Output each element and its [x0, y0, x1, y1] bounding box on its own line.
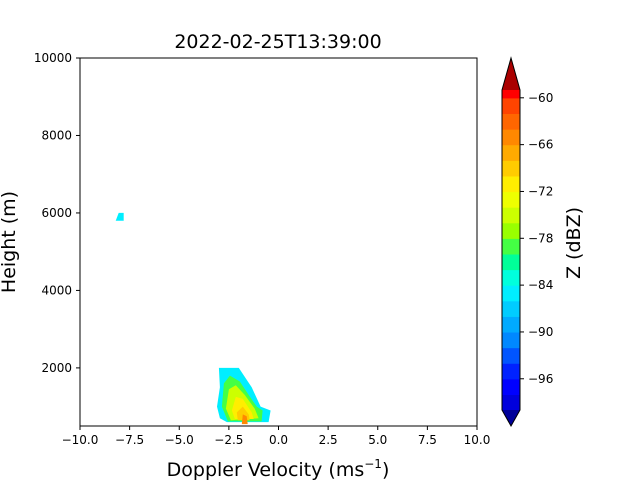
x-tick-label: −7.5	[115, 433, 144, 447]
colorbar-tick-label: −66	[528, 138, 553, 152]
colorbar-tick-label: −84	[528, 278, 553, 292]
colorbar-tick-label: −78	[528, 231, 553, 245]
colorbar-label: Z (dBZ)	[563, 207, 585, 279]
colorbar-tick-label: −72	[528, 184, 553, 198]
colorbar-segment	[502, 331, 520, 349]
x-tick-label: 10.0	[464, 433, 491, 447]
colorbar-segment	[502, 394, 520, 411]
plot-background	[80, 58, 477, 426]
colorbar-segment	[502, 191, 520, 208]
y-tick-label: 10000	[34, 51, 72, 65]
y-axis-label: Height (m)	[0, 191, 20, 293]
colorbar-segment	[502, 90, 520, 99]
x-tick-label: −2.5	[214, 433, 243, 447]
plot-area	[79, 57, 478, 427]
colorbar: −60 −66 −72 −78 −84 −90 −96	[501, 56, 553, 428]
x-tick-label: −5.0	[165, 433, 194, 447]
colorbar-outline	[501, 56, 521, 428]
colorbar-segment	[502, 175, 520, 193]
colorbar-segment	[502, 253, 520, 271]
colorbar-segment	[502, 316, 520, 333]
colorbar-segment	[502, 97, 520, 115]
x-tick-label: 7.5	[418, 433, 437, 447]
colorbar-segment	[502, 378, 520, 395]
y-tick-label: 4000	[41, 283, 72, 297]
y-axis: 2000 4000 6000 8000 10000	[34, 51, 80, 375]
colorbar-segment	[502, 269, 520, 286]
colorbar-segment	[502, 238, 520, 255]
colorbar-segment	[502, 285, 520, 302]
x-tick-label: 2.5	[319, 433, 338, 447]
x-axis-label-suffix: )	[382, 459, 389, 480]
x-axis-label-superscript: −1	[364, 457, 382, 471]
colorbar-segment	[502, 144, 520, 161]
colorbar-segment	[502, 300, 520, 317]
colorbar-tick-label: −96	[528, 372, 553, 386]
y-tick-label: 6000	[41, 206, 72, 220]
colorbar-segment	[502, 160, 520, 177]
x-tick-label: −10.0	[62, 433, 99, 447]
x-axis-label: Doppler Velocity (ms−1)	[167, 457, 390, 480]
x-tick-label: 5.0	[368, 433, 387, 447]
colorbar-segment	[502, 347, 520, 364]
colorbar-tick-label: −60	[528, 91, 553, 105]
colorbar-tick-label: −90	[528, 325, 553, 339]
colorbar-segment	[502, 222, 520, 239]
x-axis: −10.0 −7.5 −5.0 −2.5 0.0 2.5 5.0 7.5 10.0	[62, 426, 491, 447]
colorbar-segment	[502, 207, 520, 224]
y-tick-label: 8000	[41, 128, 72, 142]
colorbar-segment	[502, 113, 520, 130]
colorbar-extend-max	[502, 58, 520, 90]
colorbar-extend-min	[502, 410, 520, 426]
contour-region-lower-echo-core	[241, 414, 248, 425]
y-tick-label: 2000	[41, 361, 72, 375]
x-tick-label: 0.0	[269, 433, 288, 447]
chart-title: 2022-02-25T13:39:00	[174, 31, 381, 53]
contour-region-upper-echo	[115, 212, 124, 221]
contour-layer	[115, 212, 271, 425]
colorbar-segment	[502, 363, 520, 380]
colorbar-segment	[502, 129, 520, 146]
